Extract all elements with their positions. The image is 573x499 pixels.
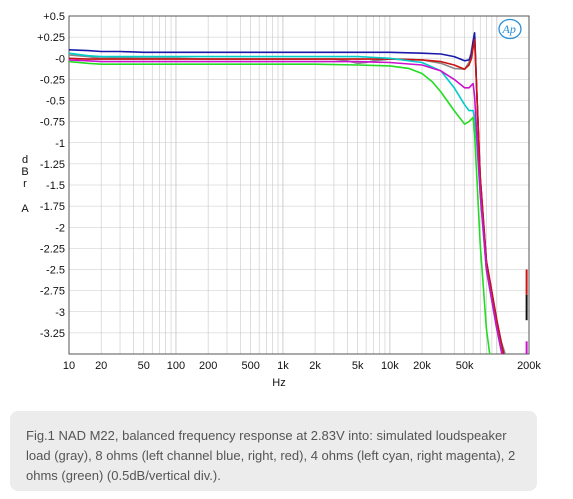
series-line-4 (69, 59, 503, 354)
y-tick-label: -0.25 (40, 74, 65, 86)
x-tick-label: 500 (242, 360, 260, 372)
y-tick-label: -3.25 (40, 328, 65, 340)
y-tick-label: -1.5 (46, 180, 65, 192)
y-tick-label: -0.75 (40, 117, 65, 129)
y-axis-title-char: A (21, 203, 29, 215)
y-tick-label: -2 (55, 222, 65, 234)
x-tick-label: 1k (277, 360, 289, 372)
series-group (69, 32, 528, 354)
y-tick-label: -3 (55, 307, 65, 319)
y-tick-label: -1.25 (40, 159, 65, 171)
y-tick-label: +0.25 (37, 32, 65, 44)
y-axis-title-char: B (21, 166, 28, 178)
y-tick-label: -1.75 (40, 201, 65, 213)
y-tick-label: -2.25 (40, 243, 65, 255)
x-tick-label: 20 (95, 360, 107, 372)
x-tick-label: 10k (381, 360, 399, 372)
audio-precision-logo-icon: Ap (498, 18, 522, 40)
chart-svg: +0.5 +0.25 -0 -0.25 -0.5 -0.75 -1 -1.25 -1.5 -1.7… (21, 11, 541, 389)
figure-caption: Fig.1 NAD M22, balanced frequency respon… (10, 411, 537, 491)
y-axis-title-char: r (23, 178, 27, 190)
x-tick-label: 200k (517, 360, 541, 372)
x-tick-label: 50 (138, 360, 150, 372)
plot-frame (68, 15, 530, 355)
series-line-5 (69, 60, 491, 354)
y-tick-label: -2.75 (40, 286, 65, 298)
x-tick-label: 200 (199, 360, 217, 372)
x-tick-label: 5k (352, 360, 364, 372)
y-tick-label: +0.5 (43, 11, 65, 23)
y-tick-label: -2.5 (46, 265, 65, 277)
x-tick-label: 10 (63, 360, 75, 372)
y-tick-label: -1 (55, 138, 65, 150)
logo-text: Ap (502, 22, 516, 36)
x-tick-label: 2k (309, 360, 321, 372)
frequency-response-chart: +0.5 +0.25 -0 -0.25 -0.5 -0.75 -1 -1.25 -1.5 -1.7… (21, 11, 541, 389)
series-line-2 (69, 38, 505, 354)
x-tick-label: 100 (167, 360, 185, 372)
y-tick-label: -0.5 (46, 96, 65, 108)
y-tick-label: -0 (55, 53, 65, 65)
y-axis-title-char: d (22, 154, 28, 166)
x-tick-label: 50k (456, 360, 474, 372)
x-tick-label: 20k (413, 360, 431, 372)
x-axis-title: Hz (272, 377, 285, 389)
